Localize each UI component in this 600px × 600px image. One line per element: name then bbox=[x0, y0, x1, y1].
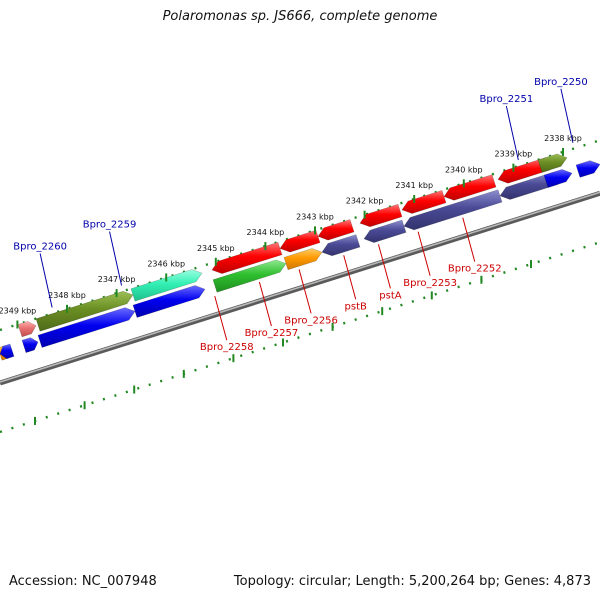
scale-tick-label: 2340 kbp bbox=[445, 165, 483, 174]
scale-tick-label: 2339 kbp bbox=[495, 150, 533, 159]
scale-tick-label: 2348 kbp bbox=[48, 291, 86, 300]
genome-backbone bbox=[0, 190, 600, 386]
gene-label-top: Bpro_2260 bbox=[13, 242, 67, 253]
scale-ticks: 2338 kbp 2339 kbp 2340 kbp 2341 kbp 2342 kbp… bbox=[0, 134, 582, 425]
scale-tick-label: 2345 kbp bbox=[197, 244, 235, 253]
gene-label-bottom: Bpro_2252 bbox=[448, 264, 502, 275]
backbone-line bbox=[0, 190, 600, 386]
gene-label-top: Bpro_2259 bbox=[83, 220, 137, 231]
label-leader bbox=[109, 231, 123, 286]
scale-tick-label: 2346 kbp bbox=[147, 259, 185, 268]
gene-arrow bbox=[21, 337, 39, 353]
gene-label-bottom: pstB bbox=[345, 301, 367, 312]
gene-label-bottom: Bpro_2257 bbox=[245, 328, 299, 339]
gene-arrow bbox=[17, 321, 37, 338]
gene-label-bottom: Bpro_2258 bbox=[200, 342, 254, 353]
label-leader bbox=[258, 281, 272, 327]
scale-tick-label: 2343 kbp bbox=[296, 212, 334, 221]
gene-arrow bbox=[283, 248, 323, 271]
gene-label-bottom: Bpro_2253 bbox=[403, 278, 457, 289]
gene-arrow bbox=[132, 285, 206, 318]
label-leader bbox=[214, 295, 228, 341]
gene-label-bottom: Bpro_2256 bbox=[284, 315, 338, 326]
gene-arrow bbox=[212, 259, 287, 293]
scale-tick-label: 2341 kbp bbox=[395, 181, 433, 190]
scale-tick-label: 2347 kbp bbox=[98, 275, 136, 284]
gene-features bbox=[0, 153, 600, 361]
gene-label-top: Bpro_2251 bbox=[480, 94, 534, 105]
lower-guide-track bbox=[0, 241, 600, 434]
genome-summary-text: Topology: circular; Length: 5,200,264 bp… bbox=[233, 574, 591, 589]
label-leader bbox=[505, 105, 519, 161]
scale-tick-label: 2338 kbp bbox=[544, 134, 582, 143]
gene-arrow bbox=[321, 234, 361, 257]
label-leader bbox=[462, 217, 476, 262]
gene-arrow bbox=[0, 343, 15, 360]
accession-text: Accession: NC_007948 bbox=[9, 574, 157, 589]
gene-label-top: Bpro_2250 bbox=[534, 77, 588, 88]
map-title: Polaromonas sp. JS666, complete genome bbox=[162, 9, 438, 24]
gene-arrow bbox=[37, 307, 136, 348]
scale-tick-label: 2342 kbp bbox=[346, 197, 384, 206]
label-leader bbox=[417, 231, 431, 276]
backbone-highlight bbox=[0, 191, 600, 383]
scale-tick-label: 2349 kbp bbox=[0, 306, 36, 315]
gene-arrow bbox=[443, 174, 497, 201]
gene-arrow bbox=[35, 290, 134, 332]
gene-arrow bbox=[317, 219, 355, 241]
gene-label-bottom: pstA bbox=[379, 290, 401, 301]
scale-tick-label: 2344 kbp bbox=[247, 228, 285, 237]
label-leader bbox=[39, 253, 53, 308]
label-leader bbox=[377, 244, 391, 289]
label-leader bbox=[560, 88, 574, 143]
gene-arrow bbox=[575, 160, 600, 178]
gene-arrow bbox=[543, 169, 573, 188]
label-leader bbox=[343, 255, 357, 300]
gene-arrow bbox=[130, 269, 203, 302]
gene-arrow bbox=[537, 153, 568, 173]
label-leader bbox=[298, 269, 312, 314]
